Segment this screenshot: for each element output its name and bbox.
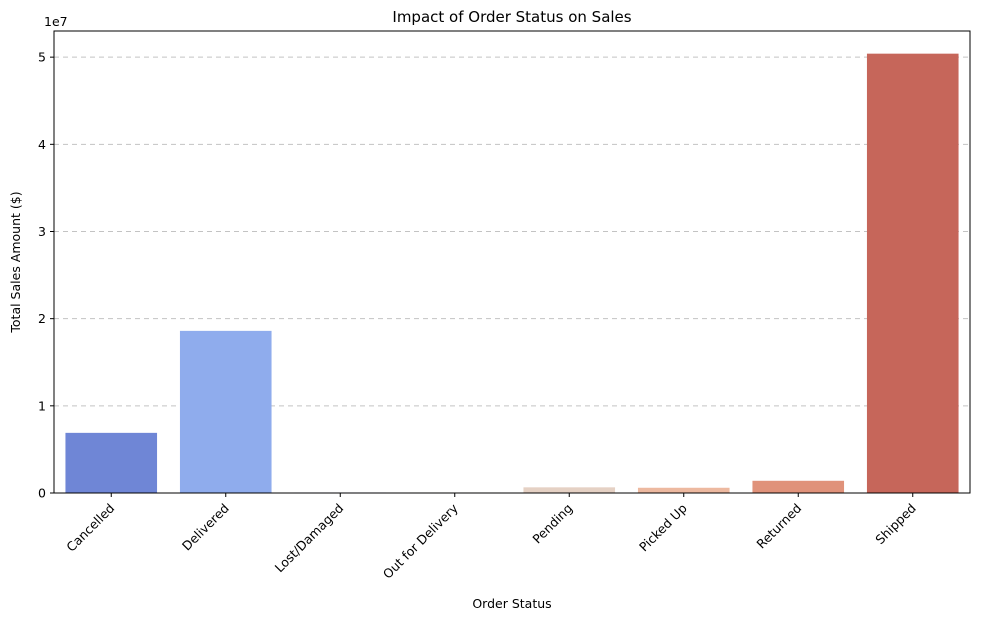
x-tick-label: Lost/Damaged — [272, 501, 347, 576]
x-tick-label: Delivered — [179, 501, 232, 554]
x-tick-label: Cancelled — [63, 501, 117, 555]
x-tick-label: Pending — [529, 501, 575, 547]
y-tick-label: 5 — [38, 50, 46, 65]
plot-frame — [53, 30, 971, 494]
x-axis-ticks: Cancelled Delivered Lost/Damaged Out for De… — [63, 493, 919, 582]
bar — [65, 432, 158, 493]
y-axis-ticks: 0 1 2 3 4 5 — [38, 50, 54, 501]
x-tick-label: Picked Up — [636, 500, 690, 554]
x-tick-label: Returned — [753, 501, 804, 552]
x-tick-label: Shipped — [872, 501, 919, 548]
y-tick-label: 2 — [38, 311, 46, 326]
y-tick-label: 0 — [38, 486, 46, 501]
bar — [179, 330, 272, 493]
x-tick-label: Out for Delivery — [380, 500, 462, 582]
bar — [752, 480, 845, 493]
y-axis-label: Total Sales Amount ($) — [8, 191, 23, 333]
y-axis-offset-label: 1e7 — [44, 14, 68, 29]
chart-title: Impact of Order Status on Sales — [392, 8, 631, 26]
bar — [637, 487, 730, 493]
y-tick-label: 4 — [38, 137, 46, 152]
y-tick-label: 3 — [38, 224, 46, 239]
x-axis-label: Order Status — [472, 596, 551, 611]
bar — [523, 487, 616, 493]
bar — [866, 53, 959, 493]
y-tick-label: 1 — [38, 398, 46, 413]
bars — [65, 53, 959, 493]
